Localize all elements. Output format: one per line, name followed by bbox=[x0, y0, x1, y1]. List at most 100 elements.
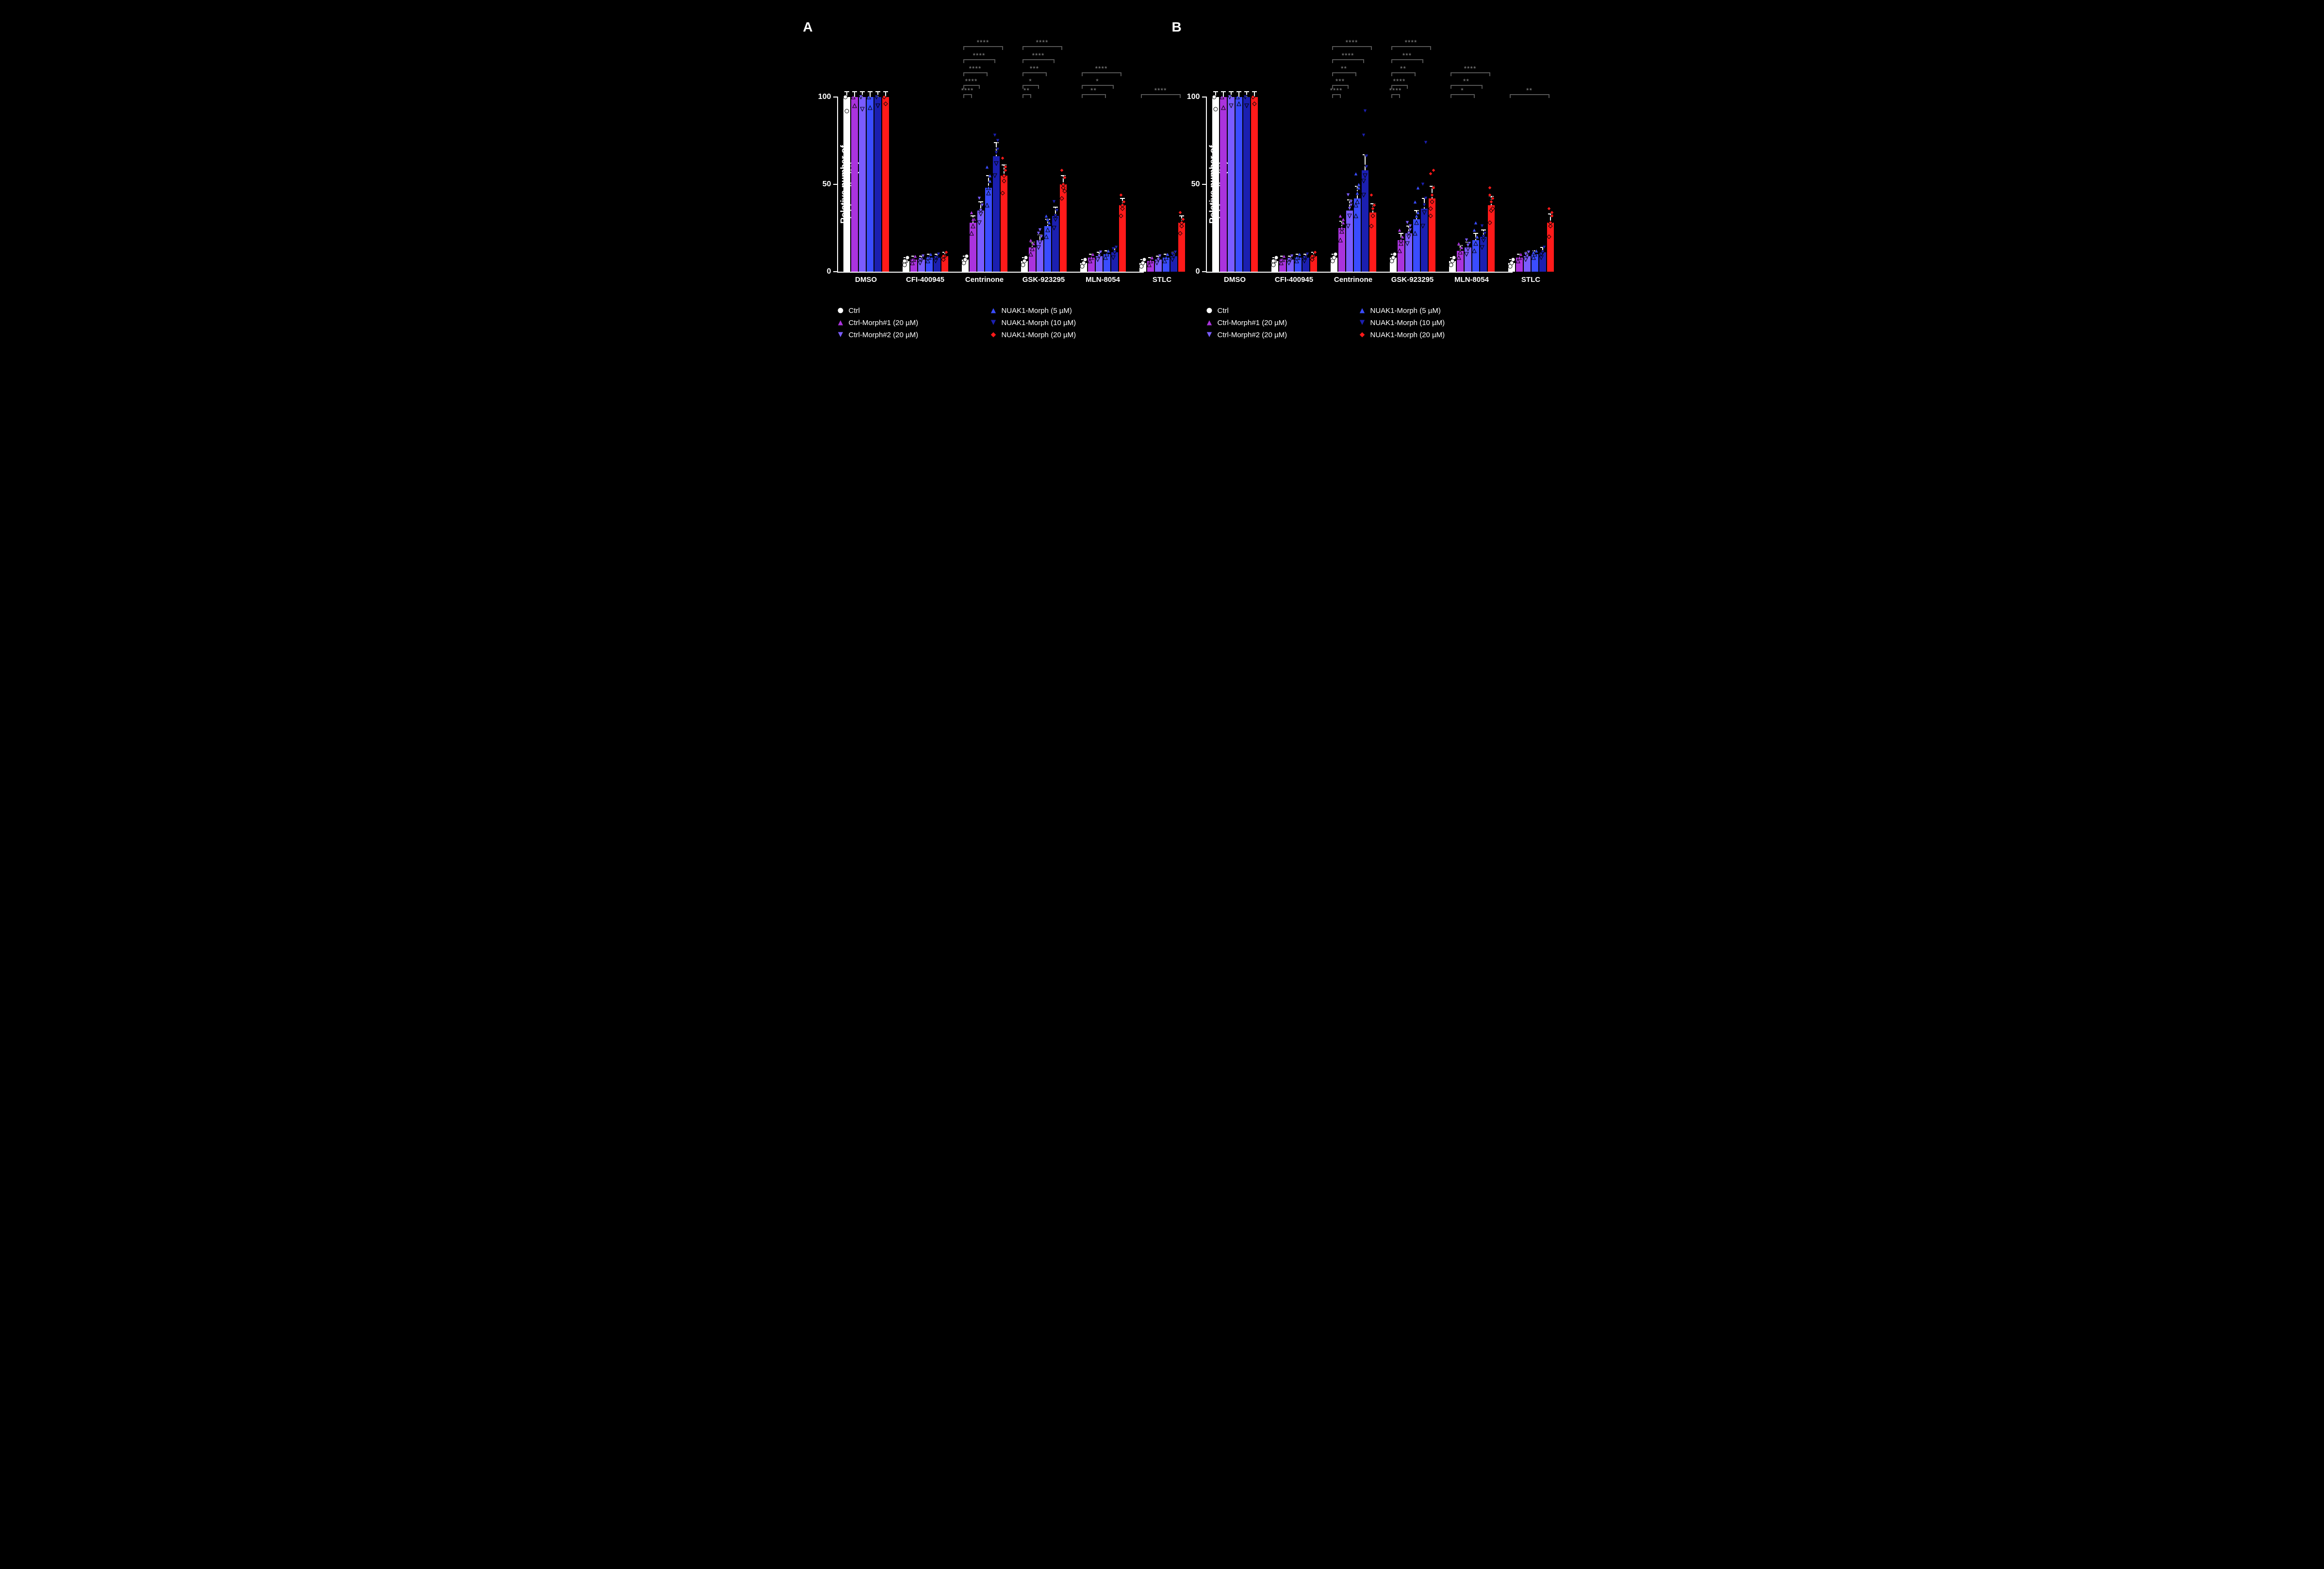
legend-marker-icon bbox=[837, 319, 845, 327]
bar bbox=[1080, 263, 1087, 272]
bar bbox=[859, 97, 866, 272]
data-point bbox=[977, 220, 982, 225]
page: A **************************************… bbox=[0, 0, 2324, 359]
data-point bbox=[902, 259, 907, 263]
sig-drop bbox=[1022, 59, 1023, 63]
sig-bracket bbox=[1392, 46, 1431, 47]
sig-bracket bbox=[1392, 94, 1400, 95]
sig-drop bbox=[1061, 46, 1062, 50]
error-cap bbox=[1229, 91, 1234, 92]
bar bbox=[1532, 254, 1538, 272]
data-point bbox=[988, 173, 992, 178]
error-cap bbox=[1221, 91, 1226, 92]
sig-bracket bbox=[1023, 59, 1054, 60]
legend-label: NUAK1-Morph (20 µM) bbox=[1370, 331, 1445, 339]
legend: CtrlCtrl-Morph#1 (20 µM)Ctrl-Morph#2 (20… bbox=[1206, 307, 1512, 339]
data-point bbox=[1028, 238, 1033, 243]
bar bbox=[1236, 97, 1242, 272]
data-point bbox=[851, 95, 856, 99]
sig-drop bbox=[1482, 85, 1483, 89]
sig-label: **** bbox=[1095, 65, 1108, 72]
bar-rect bbox=[1421, 209, 1428, 272]
sig-label: **** bbox=[1036, 38, 1049, 46]
sig-label: ** bbox=[1090, 86, 1097, 94]
data-point bbox=[1098, 250, 1103, 255]
error-cap bbox=[1252, 91, 1257, 92]
data-point bbox=[1451, 255, 1456, 260]
bar bbox=[1390, 258, 1397, 272]
legend-item: NUAK1-Morph (10 µM) bbox=[990, 319, 1143, 327]
data-point bbox=[1349, 199, 1353, 204]
bar-rect bbox=[1243, 97, 1250, 272]
data-point bbox=[1423, 196, 1428, 201]
bar-rect bbox=[970, 223, 976, 272]
sig-bracket bbox=[1082, 72, 1121, 73]
data-point bbox=[1356, 182, 1361, 187]
group-cfi-400945: CFI-400945 bbox=[902, 256, 949, 272]
data-point bbox=[1083, 257, 1088, 262]
data-point bbox=[1061, 182, 1066, 187]
data-point bbox=[992, 133, 997, 138]
data-point bbox=[1422, 203, 1427, 208]
group-cfi-400945: CFI-400945 bbox=[1271, 256, 1318, 272]
data-point bbox=[1165, 252, 1170, 257]
data-point bbox=[1341, 217, 1346, 222]
sig-drop bbox=[963, 46, 964, 50]
bar bbox=[1104, 254, 1110, 272]
data-point bbox=[1531, 250, 1536, 255]
sig-bracket bbox=[964, 59, 995, 60]
legend-label: Ctrl bbox=[849, 307, 860, 315]
data-point bbox=[1487, 220, 1492, 225]
legend-marker-icon bbox=[990, 331, 998, 339]
data-point bbox=[1548, 220, 1553, 225]
data-point bbox=[1353, 171, 1358, 176]
bar bbox=[1279, 260, 1286, 272]
bar bbox=[1119, 205, 1126, 272]
bar bbox=[1251, 97, 1258, 272]
sig-bracket bbox=[1023, 85, 1038, 86]
data-point bbox=[1428, 206, 1433, 211]
legend-item: NUAK1-Morph (20 µM) bbox=[1359, 331, 1512, 339]
legend-marker-icon bbox=[837, 307, 845, 315]
bar-rect bbox=[867, 97, 874, 272]
sig-bracket bbox=[1451, 72, 1490, 73]
data-point bbox=[883, 101, 888, 106]
sig-bracket bbox=[1023, 72, 1046, 73]
data-point bbox=[1055, 208, 1059, 213]
error-cap bbox=[860, 91, 865, 92]
sig-drop bbox=[1450, 85, 1451, 89]
sig-drop bbox=[1422, 59, 1423, 63]
sig-label: **** bbox=[1389, 86, 1402, 94]
legend-marker-icon bbox=[1359, 319, 1367, 327]
sig-drop bbox=[1054, 59, 1055, 63]
bar bbox=[1331, 258, 1337, 272]
legend-label: Ctrl-Morph#1 (20 µM) bbox=[1218, 319, 1287, 327]
sig-label: **** bbox=[1464, 65, 1477, 72]
data-point bbox=[1420, 224, 1425, 229]
data-point bbox=[1339, 226, 1344, 230]
sig-label: **** bbox=[1032, 51, 1045, 59]
data-point bbox=[1539, 252, 1544, 257]
legend-label: NUAK1-Morph (5 µM) bbox=[1002, 307, 1072, 315]
bar bbox=[1052, 216, 1059, 272]
sig-bracket bbox=[1023, 94, 1031, 95]
bar bbox=[1096, 256, 1103, 272]
data-point bbox=[1252, 101, 1257, 106]
data-point bbox=[925, 255, 930, 260]
bar bbox=[1295, 258, 1302, 272]
sig-drop bbox=[1022, 72, 1023, 76]
sig-drop bbox=[1022, 46, 1023, 50]
data-point bbox=[1416, 185, 1420, 190]
bar-rect bbox=[1369, 212, 1376, 272]
data-point bbox=[985, 203, 989, 208]
bar bbox=[1465, 247, 1471, 272]
data-point bbox=[1549, 210, 1554, 215]
data-point bbox=[1236, 101, 1241, 106]
y-tick bbox=[1202, 97, 1207, 98]
bar-rect bbox=[1001, 176, 1007, 272]
plot-area: Relative number ofviable cells (%)050100… bbox=[837, 97, 1144, 273]
bar bbox=[977, 211, 984, 272]
data-point bbox=[1361, 133, 1366, 138]
data-point bbox=[874, 95, 879, 99]
data-point bbox=[986, 191, 991, 196]
